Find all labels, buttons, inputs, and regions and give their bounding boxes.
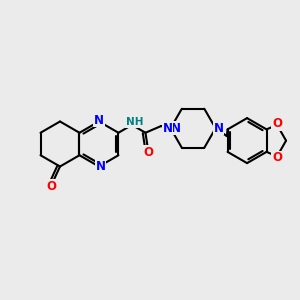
Text: N: N bbox=[171, 122, 181, 135]
Text: O: O bbox=[143, 146, 154, 159]
Text: O: O bbox=[272, 117, 282, 130]
Text: N: N bbox=[163, 122, 172, 135]
Text: O: O bbox=[272, 152, 282, 164]
Text: O: O bbox=[46, 179, 56, 193]
Text: N: N bbox=[214, 122, 224, 135]
Text: NH: NH bbox=[126, 117, 143, 127]
Text: N: N bbox=[94, 113, 104, 127]
Text: N: N bbox=[95, 160, 106, 173]
